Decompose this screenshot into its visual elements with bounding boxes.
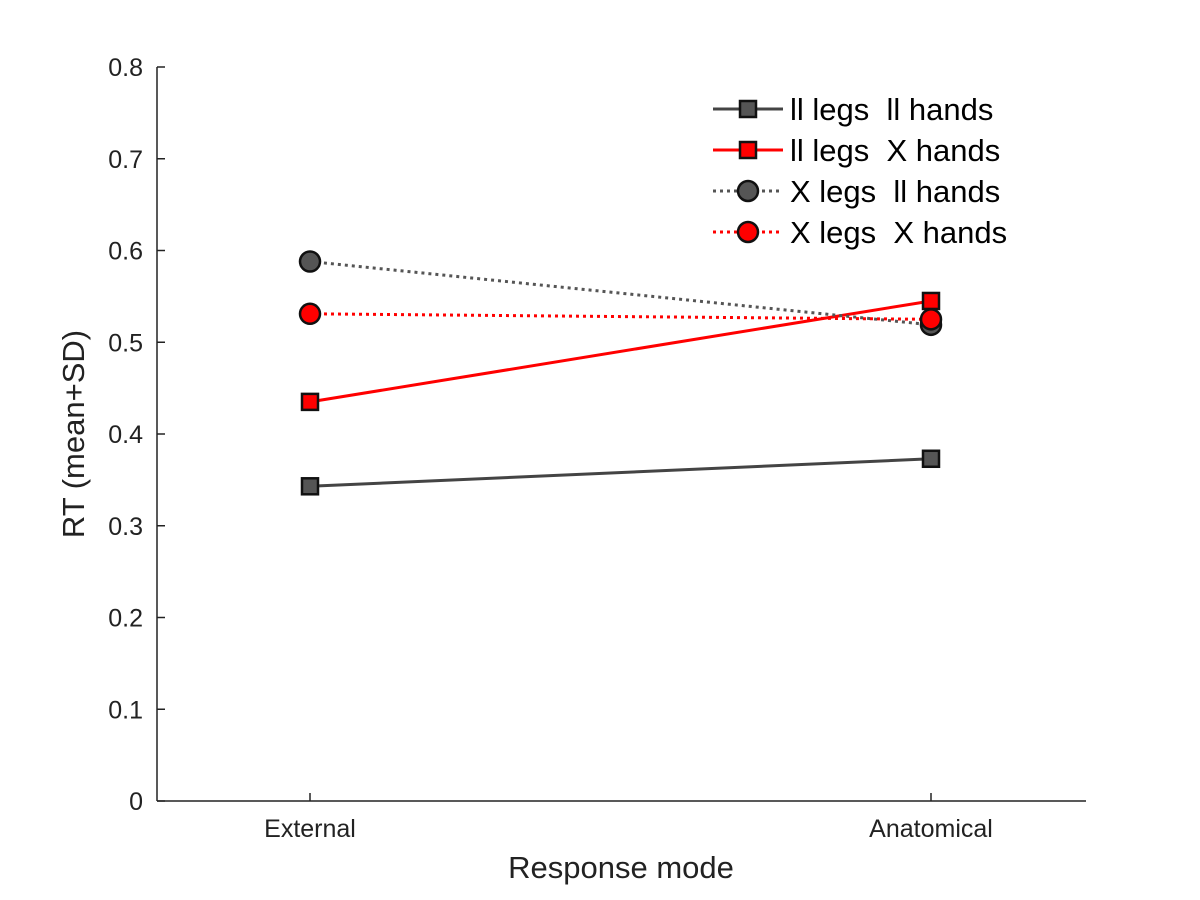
y-tick-label: 0.1 xyxy=(108,696,143,724)
series-line xyxy=(309,312,932,321)
legend-label: ll legs ll hands xyxy=(790,92,993,127)
legend-entry: ll legs ll hands xyxy=(713,92,993,127)
y-tick-label: 0.4 xyxy=(108,421,143,449)
legend-entry: ll legs X hands xyxy=(713,133,1000,168)
y-axis-title: RT (mean+SD) xyxy=(56,330,91,538)
series-2 xyxy=(300,291,941,412)
legend-marker xyxy=(736,179,760,203)
data-point xyxy=(300,477,320,496)
x-ticks: External Anatomical xyxy=(264,793,993,843)
x-tick-label: Anatomical xyxy=(869,815,993,843)
series-4 xyxy=(298,302,943,331)
y-tick-label: 0.8 xyxy=(108,54,143,82)
series-line xyxy=(309,299,932,404)
y-tick-label: 0 xyxy=(129,788,143,816)
series-line xyxy=(309,457,932,488)
legend-label: ll legs X hands xyxy=(790,133,1000,168)
legend-marker xyxy=(736,220,760,244)
y-tick-label: 0.7 xyxy=(108,146,143,174)
y-tick-label: 0.6 xyxy=(108,238,143,266)
y-tick-label: 0.2 xyxy=(108,605,143,633)
data-point xyxy=(298,250,322,273)
series-3 xyxy=(298,250,943,337)
legend-marker xyxy=(738,99,758,119)
series-layer xyxy=(298,250,943,496)
series-1 xyxy=(300,449,941,496)
x-tick-label: External xyxy=(264,815,356,843)
legend-entry: X legs X hands xyxy=(713,215,1007,250)
y-ticks: 0 0.1 0.2 0.3 0.4 0.5 0.6 0.7 0.8 xyxy=(108,54,165,816)
legend-label: X legs X hands xyxy=(790,215,1007,250)
legend-label: X legs ll hands xyxy=(790,174,1000,209)
y-tick-label: 0.5 xyxy=(108,329,143,357)
data-point xyxy=(921,291,941,311)
x-axis-title: Response mode xyxy=(508,850,734,885)
data-point xyxy=(298,302,322,326)
data-point xyxy=(300,392,320,412)
legend-marker xyxy=(738,140,758,160)
legend: ll legs ll hands ll legs X hands X legs ll… xyxy=(713,92,1007,250)
data-point xyxy=(919,308,943,331)
y-tick-label: 0.3 xyxy=(108,513,143,541)
legend-entry: X legs ll hands xyxy=(713,174,1000,209)
data-point xyxy=(921,449,941,469)
series-line xyxy=(309,260,932,327)
